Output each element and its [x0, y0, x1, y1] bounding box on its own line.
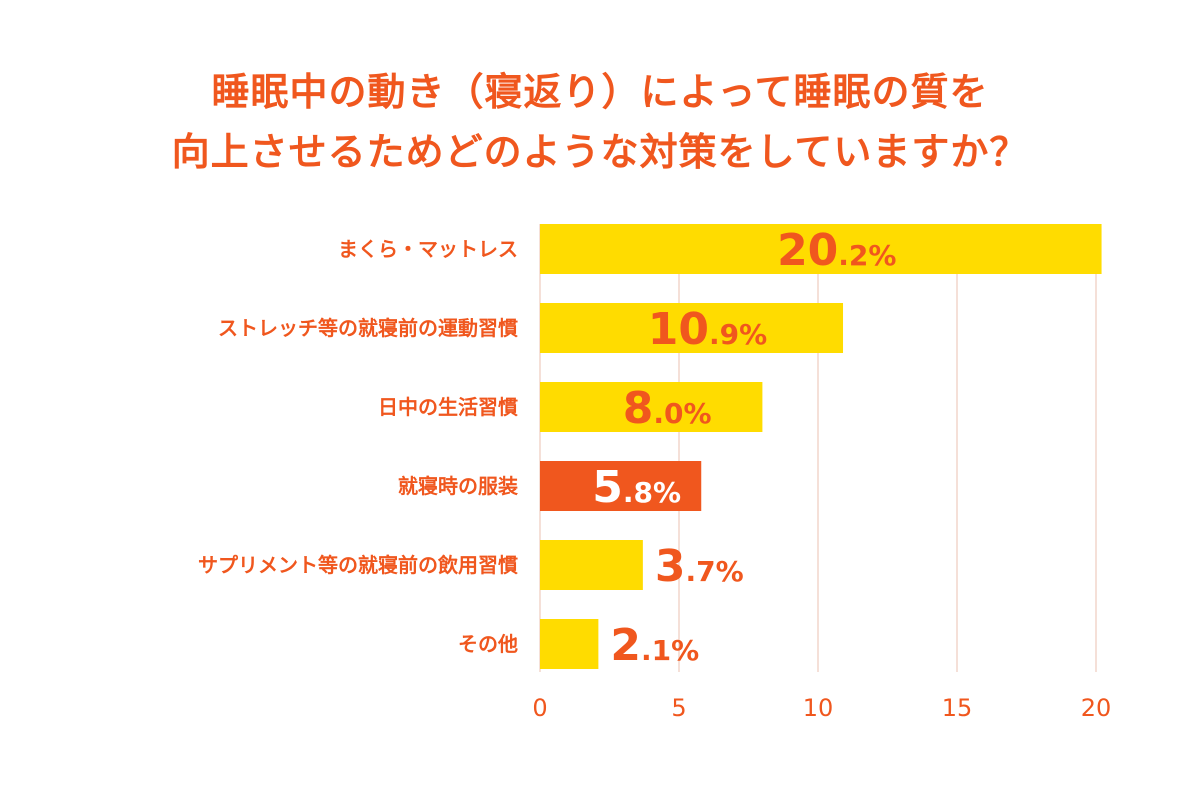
title-line-2: 向上させるためどのような対策をしていますか？ [171, 130, 1029, 174]
category-label: 就寝時の服装 [398, 474, 518, 498]
chart-title: 睡眠中の動き（寝返り）によって睡眠の質を 向上させるためどのような対策をしていま… [0, 62, 1200, 182]
value-label: 3.7% [655, 541, 744, 592]
x-tick-label: 0 [532, 694, 547, 722]
bar [540, 303, 844, 353]
x-tick-label: 5 [671, 694, 686, 722]
bar [540, 619, 599, 669]
category-label: 日中の生活習慣 [378, 395, 518, 419]
x-tick-label: 10 [803, 694, 834, 722]
category-label: サプリメント等の就寝前の飲用習慣 [198, 553, 518, 577]
value-label: 20.2% [777, 225, 896, 276]
category-label: ストレッチ等の就寝前の運動習慣 [218, 316, 518, 340]
x-tick-label: 20 [1081, 694, 1112, 722]
bar [540, 461, 702, 511]
bar [540, 382, 763, 432]
value-label: 5.8% [592, 462, 681, 513]
category-label: まくら・マットレス [338, 237, 518, 261]
bar [540, 540, 643, 590]
value-label: 2.1% [610, 620, 699, 671]
x-tick-label: 15 [942, 694, 973, 722]
value-label: 8.0% [623, 383, 712, 434]
category-label: その他 [458, 632, 518, 656]
title-line-1: 睡眠中の動き（寝返り）によって睡眠の質を [211, 70, 989, 114]
value-label: 10.9% [648, 304, 767, 355]
bar [540, 224, 1102, 274]
